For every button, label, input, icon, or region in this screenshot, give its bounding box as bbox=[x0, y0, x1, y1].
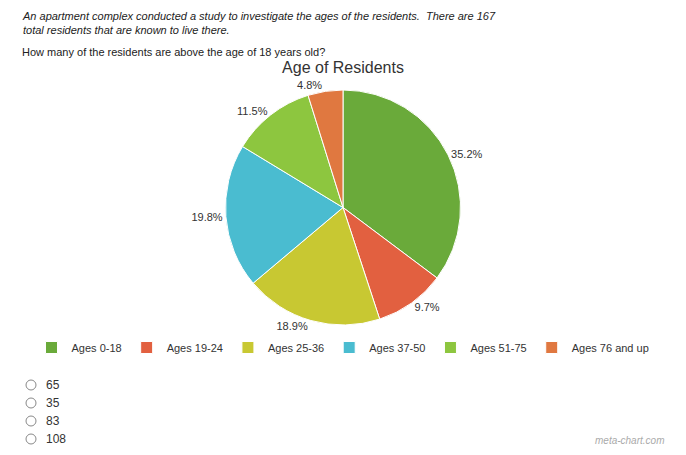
svg-text:How many of the residents are: How many of the residents are above the … bbox=[22, 46, 325, 58]
svg-text:9.7%: 9.7% bbox=[415, 301, 440, 313]
svg-text:Age of Residents: Age of Residents bbox=[282, 59, 404, 76]
svg-text:Ages 76 and up: Ages 76 and up bbox=[572, 342, 649, 354]
svg-text:An apartment complex conducted: An apartment complex conducted a study t… bbox=[22, 10, 496, 36]
svg-text:Ages 37-50: Ages 37-50 bbox=[369, 342, 425, 354]
svg-text:65: 65 bbox=[46, 378, 60, 392]
svg-text:83: 83 bbox=[46, 414, 60, 428]
svg-text:19.8%: 19.8% bbox=[191, 211, 222, 223]
svg-text:meta-chart.com: meta-chart.com bbox=[595, 435, 664, 446]
svg-text:35: 35 bbox=[46, 396, 60, 410]
svg-text:Ages 19-24: Ages 19-24 bbox=[167, 342, 223, 354]
svg-text:35.2%: 35.2% bbox=[451, 148, 482, 160]
svg-text:Ages 51-75: Ages 51-75 bbox=[470, 342, 526, 354]
svg-text:18.9%: 18.9% bbox=[276, 320, 307, 332]
svg-text:Ages 25-36: Ages 25-36 bbox=[268, 342, 324, 354]
svg-text:4.8%: 4.8% bbox=[297, 79, 322, 91]
svg-text:11.5%: 11.5% bbox=[237, 105, 268, 117]
svg-text:108: 108 bbox=[46, 432, 66, 446]
svg-text:Ages 0-18: Ages 0-18 bbox=[72, 342, 122, 354]
